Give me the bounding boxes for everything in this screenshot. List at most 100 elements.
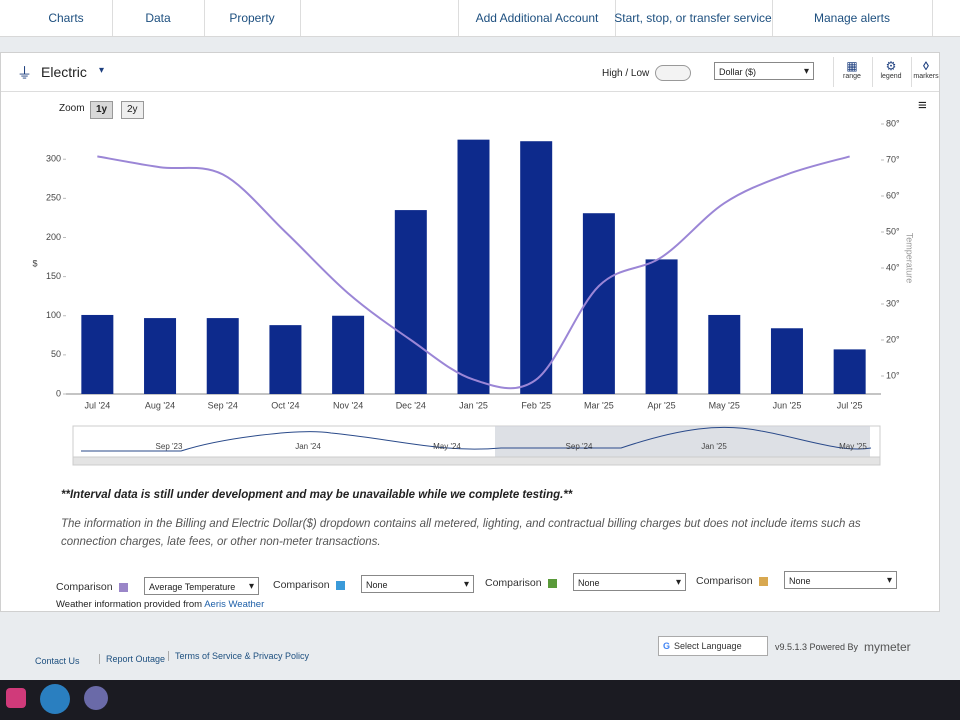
brand: mymeter [864,640,911,654]
navigator-label: May '24 [433,442,461,451]
tool-label: legend [880,73,902,80]
zoom-button[interactable]: 2y [121,101,144,119]
y-tick-label: 100 [46,310,61,320]
tool-label: markers [913,73,939,80]
bar [394,210,427,394]
x-tick-label: May '25 [709,400,740,410]
taskbar-icon[interactable] [84,686,108,710]
navigator-window [495,426,870,462]
y-tick-label: 50 [51,349,61,359]
navigator-label: Jan '25 [701,442,727,451]
x-tick-label: Jul '24 [84,400,110,410]
comparison-select[interactable]: None [361,575,474,594]
y-axis-label: $ [32,258,37,268]
y-tick-label: 150 [46,271,61,281]
navigator-scrollbar [72,456,881,466]
comparison-swatch [759,577,768,586]
footer-link[interactable]: Report Outage [99,654,165,664]
x-tick-label: Mar '25 [584,400,614,410]
chart-panel: ⏚ Electric ▾ High / Low Dollar ($) ▦rang… [0,52,940,612]
x-tick-label: Jun '25 [773,400,802,410]
y-tick-label: 250 [46,193,61,203]
y-tick-label: 200 [46,232,61,242]
comparison-label: Comparison [485,577,542,589]
panel-title[interactable]: Electric [41,64,87,80]
language-label: Select Language [674,641,742,651]
tool-button[interactable]: ◊ markers [911,57,940,87]
x-tick-label: Aug '24 [145,400,175,410]
top-nav: Charts Data Property Add Additional Acco… [0,0,960,37]
nav-link[interactable]: Manage alerts [772,0,933,36]
bar [81,314,114,394]
y2-tick-label: 80° [886,118,900,128]
info-note: The information in the Billing and Elect… [61,518,861,548]
tool-label: range [843,73,861,80]
panel-header: ⏚ Electric ▾ High / Low Dollar ($) ▦rang… [1,53,939,92]
weather-link[interactable]: Aeris Weather [204,599,265,610]
y2-tick-label: 10° [886,370,900,380]
toggle-label: High / Low [602,68,650,79]
comparison-label: Comparison [696,575,753,587]
comparison-select[interactable]: None [784,571,897,590]
tool-button[interactable]: ⚙ legend [872,57,909,87]
bar [144,318,177,394]
bar [645,259,678,394]
taskbar-icon[interactable] [40,684,70,714]
navigator-label: May '25 [839,442,867,451]
taskbar [0,680,960,720]
x-tick-label: Oct '24 [271,400,299,410]
unit-select[interactable]: Dollar ($) [714,62,814,81]
x-tick-label: Apr '25 [647,400,675,410]
nav-link[interactable]: Property [204,0,301,36]
y2-axis-label: Temperature [905,233,915,284]
menu-icon[interactable]: ≡ [918,97,927,114]
comparison-select[interactable]: Average Temperature [144,577,259,596]
comparison-swatch [548,579,557,588]
bar [520,141,553,394]
y-tick-label: 0 [56,388,61,398]
nav-link[interactable]: Data [112,0,205,36]
x-tick-label: Jul '25 [837,400,863,410]
comparison-swatch [119,583,128,592]
zoom-button[interactable]: 1y [90,101,114,119]
chart: $ Temperature 0 50 100 150 200 250 300 10° 20° 30… [32,118,915,466]
y2-tick-label: 40° [886,262,900,272]
taskbar-icon[interactable] [6,688,26,708]
toggle[interactable] [655,65,691,81]
nav-link[interactable]: Add Additional Account [458,0,616,36]
bar [582,213,615,394]
caret: ▾ [99,65,105,76]
bar [770,328,803,394]
navigator-label: Sep '23 [156,442,183,451]
y2-tick-label: 60° [886,190,900,200]
version: v9.5.1.3 Powered By [775,642,859,652]
bar [833,349,866,394]
x-tick-label: Nov '24 [333,400,363,410]
nav-link[interactable]: Charts [20,0,113,36]
x-tick-label: Jan '25 [459,400,488,410]
plug-icon: ⏚ [17,65,33,82]
bar [332,315,365,394]
footer-link[interactable]: Contact Us [35,656,80,666]
y2-tick-label: 30° [886,298,900,308]
navigator-label: Sep '24 [566,442,593,451]
nav-link[interactable]: Start, stop, or transfer service [614,0,773,36]
x-tick-label: Sep '24 [208,400,238,410]
footer: Contact Us Report Outage Terms of Servic… [0,630,960,680]
comparison-select[interactable]: None [573,573,686,592]
x-tick-label: Dec '24 [396,400,426,410]
language-select[interactable]: G Select Language [658,636,768,656]
comparison-swatch [336,581,345,590]
x-tick-label: Feb '25 [521,400,551,410]
weather-text: Weather information provided from [56,599,203,610]
y2-tick-label: 50° [886,226,900,236]
bar [206,318,239,394]
y-tick-label: 300 [46,154,61,164]
bar [457,139,490,394]
bar [269,325,302,394]
y2-tick-label: 70° [886,154,900,164]
warning-note: **Interval data is still under developme… [61,489,573,501]
tool-button[interactable]: ▦ range [833,57,870,87]
footer-link[interactable]: Terms of Service & Privacy Policy [168,651,309,661]
